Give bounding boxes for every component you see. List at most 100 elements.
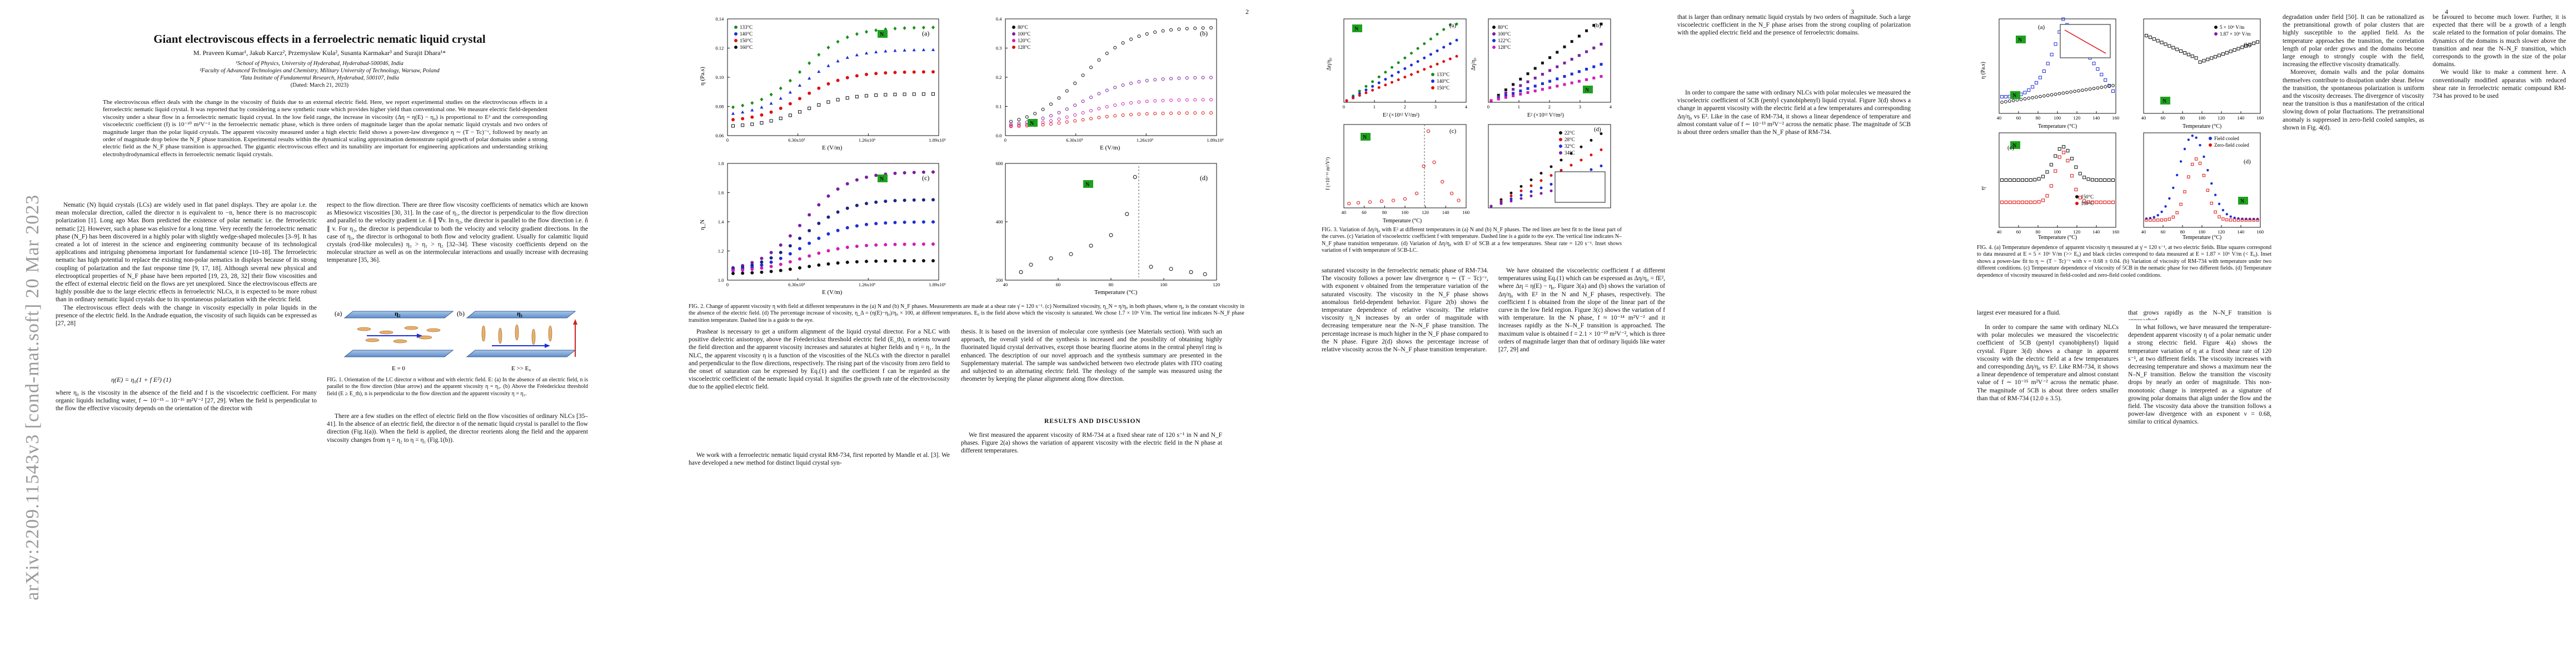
fig2a-series-pt — [798, 70, 801, 74]
fig2c-tag: (c) — [922, 174, 929, 182]
fig2b-series-pt — [1201, 111, 1205, 115]
fig4d-field-cooled-point — [2214, 193, 2217, 196]
fig2a-series-pt — [826, 45, 830, 49]
fig3a-series-pt — [1455, 54, 1458, 58]
fig3a-series-pt — [1409, 73, 1413, 76]
fig4c-x-label: 60 — [2016, 229, 2021, 235]
fig4a-xlabel: Temperature (°C) — [2038, 123, 2077, 130]
fig4d-zero-field-point — [2175, 211, 2179, 215]
fig4d-zero-field-point — [2171, 215, 2175, 219]
fig2b-legend-marker — [1012, 46, 1015, 49]
fig2a-series-pt — [845, 56, 849, 59]
fig3b-series-pt — [1526, 87, 1529, 90]
fig2c-series-pt — [865, 243, 868, 247]
fig4c-point — [2054, 154, 2057, 158]
fig3b-series-pt — [1592, 65, 1596, 68]
page3-column-3: that is larger than ordinary nematic liq… — [1677, 13, 1911, 86]
fig3a-series-pt — [1377, 86, 1381, 89]
fig2a-series-pt — [931, 70, 935, 74]
fig2b-series-pt — [1153, 112, 1157, 116]
fig2b-series-pt — [1089, 117, 1093, 121]
fig3a-ylabel: Δη/η₀ — [1326, 57, 1332, 71]
page-1: arXiv:2209.11543v3 [cond-mat.soft] 20 Ma… — [0, 0, 644, 667]
fig2b-series-pt — [1177, 27, 1181, 31]
fig2b-y-label: 0.3 — [996, 46, 1002, 51]
fig4a-field-low-point — [2031, 96, 2035, 99]
fig3a-series-pt — [1364, 91, 1368, 94]
fig4c-point — [2008, 201, 2012, 204]
fig2c-series-pt — [836, 261, 840, 265]
fig2c-series-pt — [836, 210, 840, 214]
fig2-panel-frame — [727, 18, 939, 136]
fig2a-series-pt — [788, 78, 792, 83]
fig4c-legend-entry: 160°C — [2081, 201, 2094, 206]
fig4d-zero-field-point — [2252, 218, 2255, 222]
fig2a-series-pt — [798, 83, 801, 87]
fig3a-legend-entry: 140°C — [1437, 78, 1449, 84]
fig3a-series-pt — [1416, 70, 1419, 73]
fig2d-point — [1049, 256, 1053, 261]
fig3d-legend-marker — [1559, 131, 1562, 135]
fig4a-x-label: 60 — [2016, 115, 2021, 121]
fig2a-legend-marker — [734, 26, 738, 29]
fig3b-series-pt — [1512, 92, 1515, 95]
fig3d-series-pt — [1539, 179, 1543, 182]
page3-column-3b: In order to compare the same with ordina… — [1677, 89, 1911, 200]
fig2d-point — [1069, 252, 1073, 256]
fig4d-zero-field-point — [2156, 218, 2160, 222]
fig4a-field-high-point — [2035, 81, 2039, 84]
fig2a-series-pt — [741, 123, 745, 127]
fig2a-series-pt — [931, 92, 935, 96]
fig2b-series-pt — [1065, 107, 1069, 111]
fig2c-series-pt — [865, 222, 868, 226]
fig2b-series-pt — [1209, 76, 1213, 79]
fig4c-point — [2012, 178, 2016, 182]
fig2a-series-pt — [874, 28, 878, 32]
rm734-paragraph: We work with a ferroelectric nematic liq… — [689, 452, 950, 467]
fig4d-x-label: 140 — [2237, 229, 2244, 235]
fig3c-point — [1403, 197, 1407, 201]
figure-3: 133°C 140°C 150°C N (a) 0 1 2 3 4 E² (×10¹² V²/m²)… — [1322, 13, 1622, 225]
polar-coupling-paragraph: that is larger than ordinary nematic liq… — [1677, 14, 1911, 37]
fig2b-series-pt — [1137, 34, 1141, 38]
fig3b-series-pt — [1489, 99, 1493, 102]
fig2c-series-pt — [808, 213, 811, 217]
fig3b-series-pt — [1556, 77, 1559, 81]
fig4b-point — [2156, 39, 2160, 43]
fig2b-legend-marker — [1012, 32, 1015, 36]
fig4c-point — [2107, 201, 2111, 204]
fig2c-series-pt — [931, 242, 935, 246]
fig2b-series-pt — [1009, 120, 1013, 123]
fig4c-point — [2099, 178, 2102, 182]
fig4d-x-label: 100 — [2198, 229, 2205, 235]
fig2a-series-pt — [874, 50, 878, 53]
fig2b-series-pt — [1193, 76, 1197, 79]
fig2b-series-pt — [1081, 99, 1085, 103]
fig2c-series-pt — [884, 259, 888, 263]
miesowicz-paragraph: respect to the flow direction. There are… — [327, 202, 588, 264]
fig3a-series-pt — [1442, 46, 1446, 49]
fig4a-inset — [2060, 24, 2111, 58]
fig3d-series-pt — [1549, 165, 1553, 168]
saturated-viscosity-paragraph: saturated viscosity in the ferroelectric… — [1322, 267, 1488, 354]
intro-column-1: Nematic (N) liquid crystals (LCs) are wi… — [56, 201, 317, 371]
fig2b-series-pt — [1137, 100, 1141, 104]
fig4b-point — [2240, 46, 2244, 49]
fig2c-series-pt — [808, 229, 811, 233]
fig3b-series-pt — [1548, 79, 1552, 83]
fig4d-zero-field-point — [2210, 201, 2213, 205]
fig2b-x-label: 1.89x10⁶ — [1207, 137, 1224, 143]
fig3c-point — [1368, 200, 1372, 204]
fig4a-phase — [2016, 36, 2026, 43]
fig2b-x-label: 1.26x10⁶ — [1137, 137, 1154, 143]
fig2a-series-pt — [836, 78, 840, 82]
fig3b-series-pt — [1548, 56, 1552, 59]
fig2a-series-pt — [817, 86, 821, 90]
fig2c-series-pt — [855, 178, 859, 182]
fig2a-legend-marker — [734, 46, 738, 49]
fig3a-x-label: 3 — [1434, 104, 1437, 109]
fig2c-series-pt — [798, 266, 801, 270]
fig2c-series-pt — [921, 198, 925, 202]
fig4b-x-label: 100 — [2198, 115, 2205, 121]
fig3d-tag: (d) — [1594, 126, 1601, 133]
